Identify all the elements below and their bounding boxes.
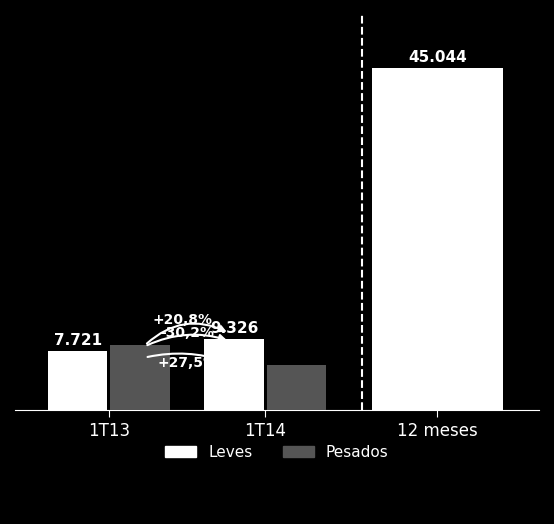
Text: +27,5%: +27,5%	[157, 356, 217, 370]
Text: 45.044: 45.044	[408, 50, 466, 65]
Text: +20,8%: +20,8%	[152, 313, 212, 327]
Text: -30,2%: -30,2%	[160, 326, 214, 340]
Bar	[48, 352, 107, 410]
Legend: Leves, Pesados: Leves, Pesados	[160, 439, 394, 466]
Bar	[110, 345, 170, 410]
Text: 9.326: 9.326	[210, 321, 258, 336]
Bar	[267, 365, 326, 410]
Text: 7.721: 7.721	[54, 333, 101, 348]
Bar	[372, 68, 502, 410]
Bar	[204, 340, 264, 410]
